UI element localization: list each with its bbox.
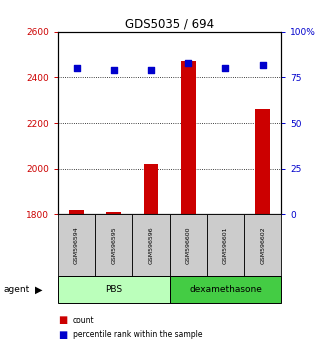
- Text: GSM596602: GSM596602: [260, 226, 265, 264]
- Text: agent: agent: [3, 285, 29, 294]
- Text: percentile rank within the sample: percentile rank within the sample: [73, 330, 202, 339]
- Bar: [169, 276, 281, 303]
- Bar: [132, 214, 169, 276]
- Text: GSM596596: GSM596596: [149, 226, 154, 264]
- Bar: [144, 164, 159, 214]
- Text: ■: ■: [58, 330, 67, 339]
- Bar: [169, 214, 207, 276]
- Point: [186, 60, 191, 66]
- Bar: [58, 214, 95, 276]
- Bar: [181, 62, 196, 214]
- Text: GSM596601: GSM596601: [223, 227, 228, 264]
- Text: count: count: [73, 316, 94, 325]
- Bar: [69, 210, 84, 214]
- Point: [148, 67, 154, 73]
- Text: ■: ■: [58, 315, 67, 325]
- Title: GDS5035 / 694: GDS5035 / 694: [125, 18, 214, 31]
- Bar: [207, 214, 244, 276]
- Point: [223, 65, 228, 71]
- Bar: [58, 276, 169, 303]
- Text: GSM596595: GSM596595: [111, 226, 116, 264]
- Bar: [244, 214, 281, 276]
- Point: [74, 65, 79, 71]
- Text: PBS: PBS: [105, 285, 122, 294]
- Text: dexamethasone: dexamethasone: [189, 285, 262, 294]
- Point: [260, 62, 265, 68]
- Point: [111, 67, 117, 73]
- Bar: [255, 109, 270, 214]
- Text: GSM596600: GSM596600: [186, 227, 191, 264]
- Text: GSM596594: GSM596594: [74, 226, 79, 264]
- Text: ▶: ▶: [35, 284, 42, 295]
- Bar: [95, 214, 132, 276]
- Bar: [106, 212, 121, 214]
